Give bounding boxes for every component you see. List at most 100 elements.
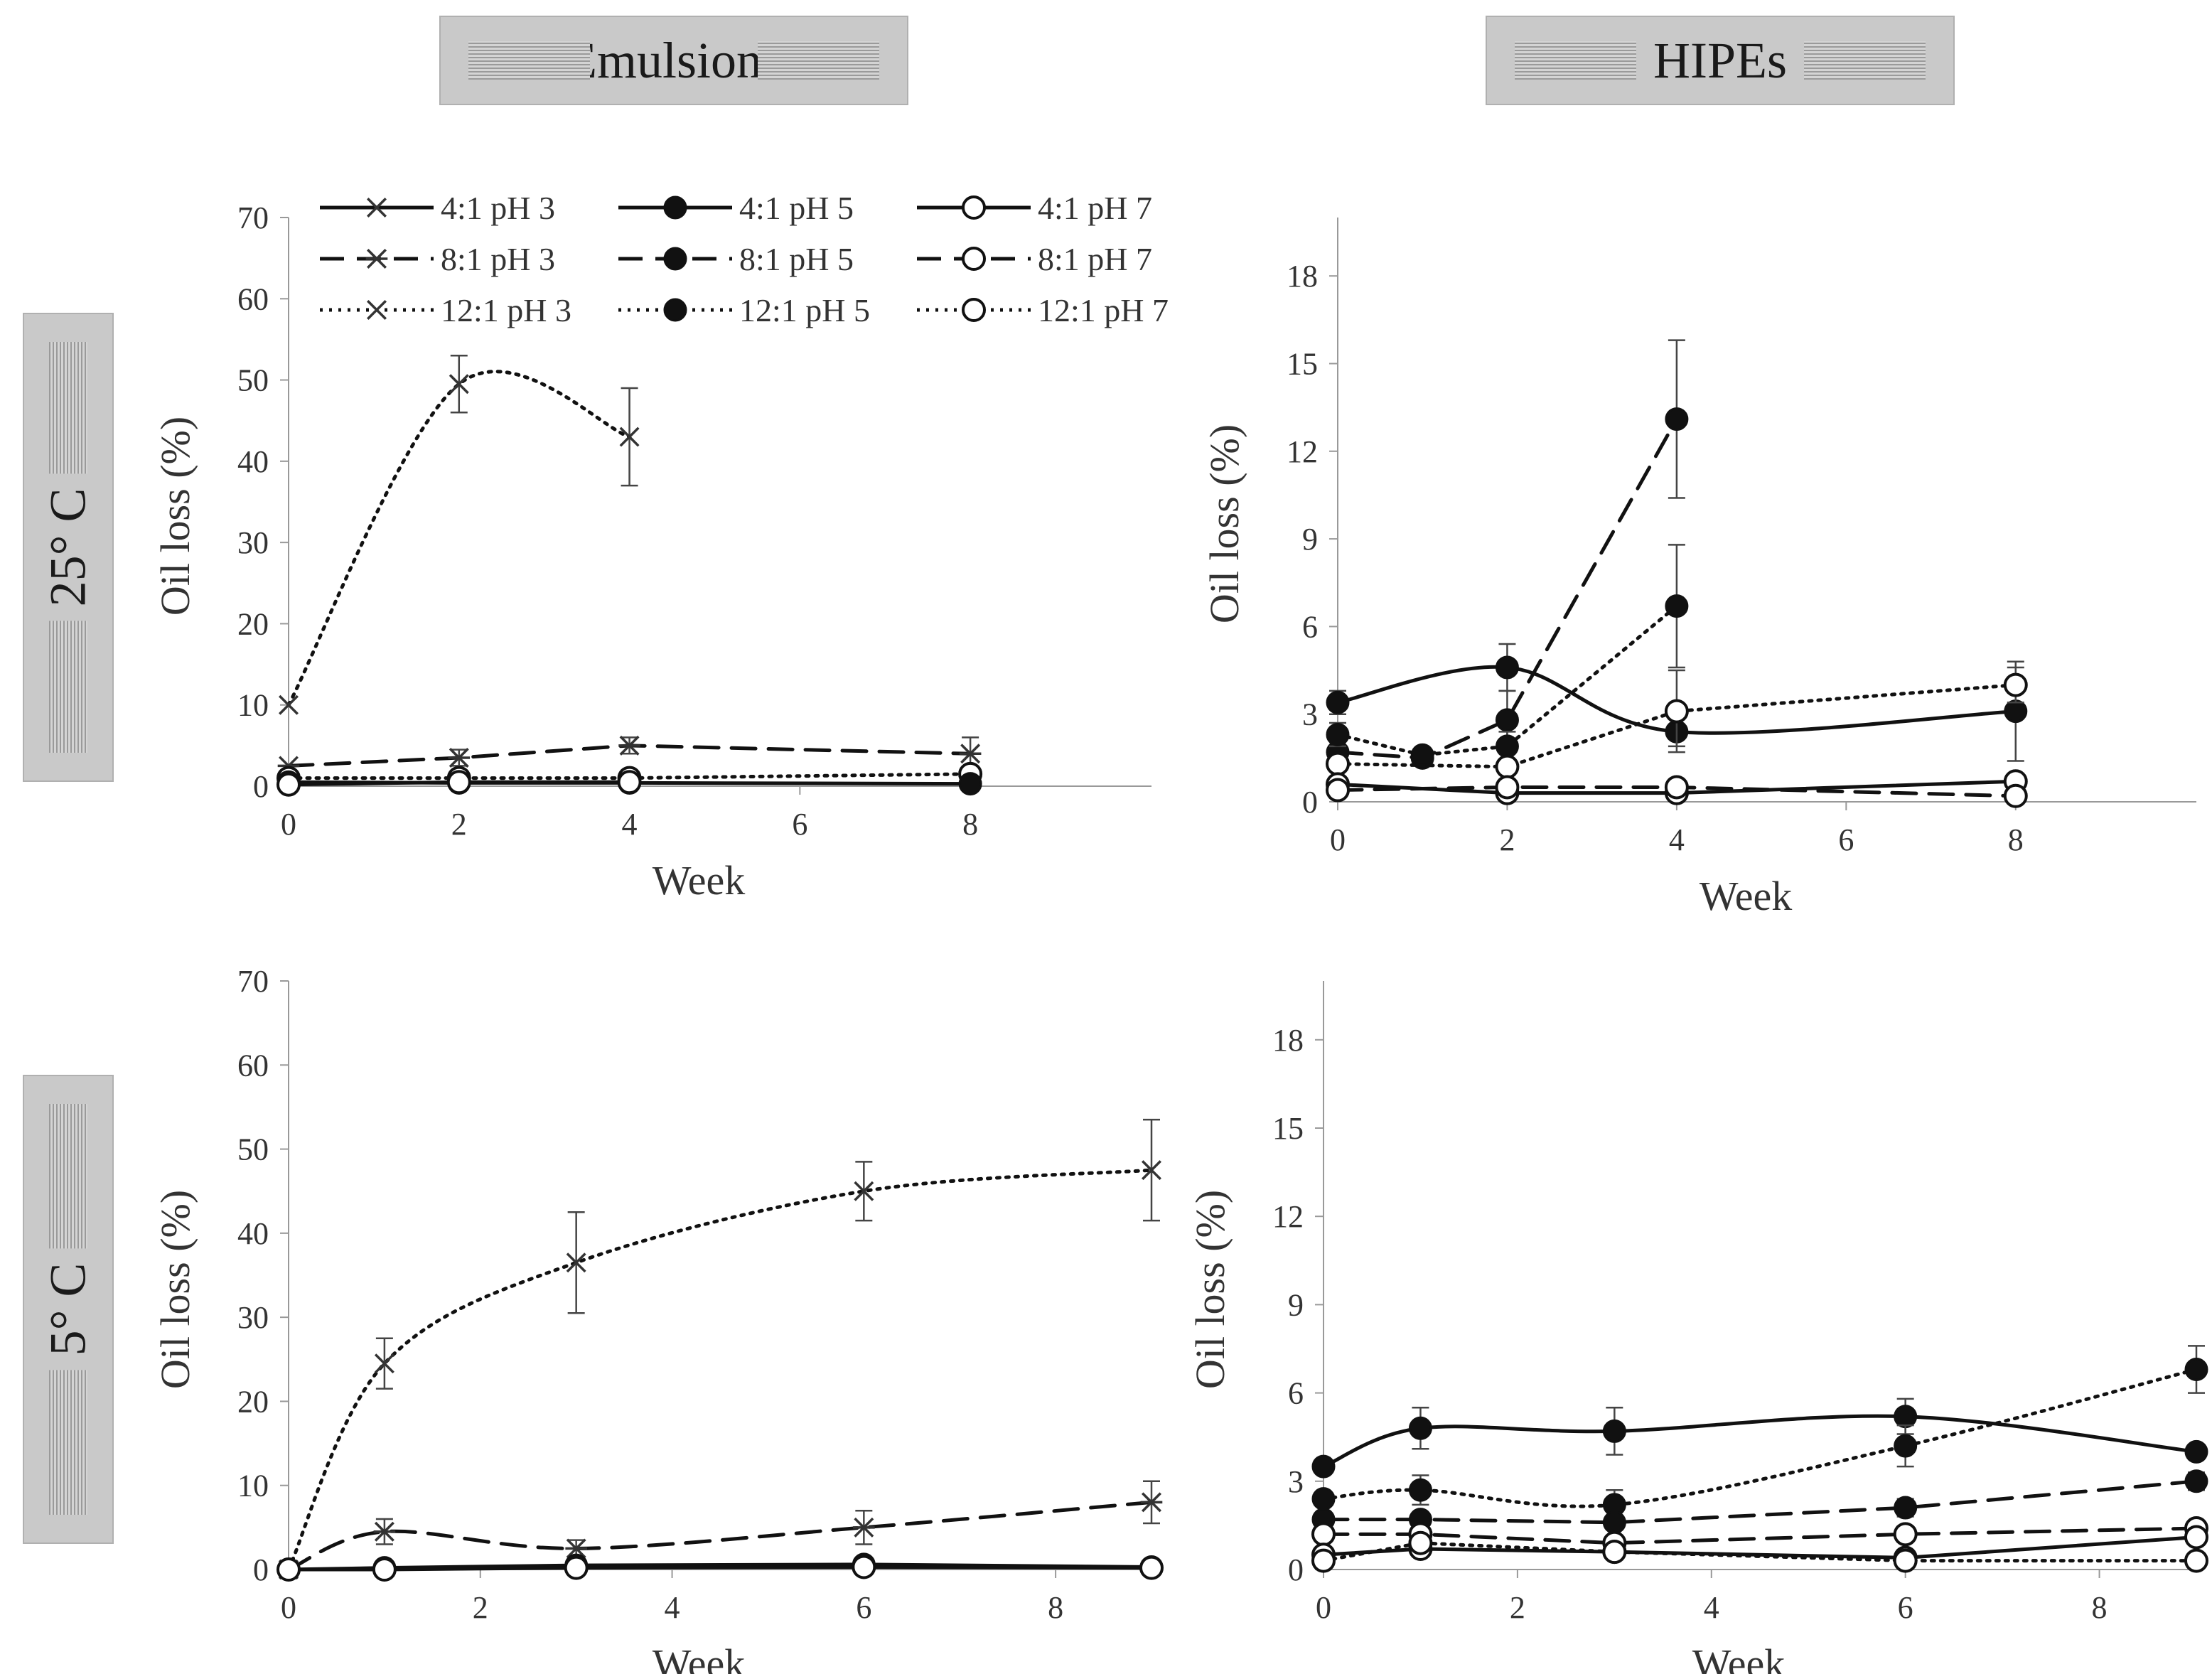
chart-panel-emulsions-5: 0 10 20 30 40 50 60 70 0 2 4 6 8 Week Oil loss (%) (152, 964, 1164, 1674)
series-line (1321, 1414, 2198, 1469)
x-axis-label: Week (1692, 1641, 1786, 1674)
data-point (618, 735, 640, 756)
data-point (1408, 1530, 1433, 1555)
series-line (286, 370, 632, 707)
data-point (1665, 407, 1689, 431)
data-point (1894, 1405, 1918, 1429)
y-tick-label: 6 (1288, 1376, 1304, 1411)
data-point (1893, 1548, 1918, 1573)
data-point (1140, 1492, 1163, 1513)
series-line (1321, 1367, 2198, 1508)
data-point (448, 748, 471, 768)
legend-label: 8:1 pH 3 (441, 241, 555, 277)
series-line (286, 1168, 1154, 1572)
legend-marker (367, 300, 387, 320)
x-tick-label: 6 (1898, 1590, 1913, 1625)
data-point (1326, 751, 1350, 776)
x-tick-label: 2 (473, 1590, 488, 1625)
data-point (1602, 1419, 1626, 1443)
x-tick-label: 6 (1838, 822, 1854, 857)
y-tick-label: 0 (253, 769, 269, 804)
series-line (1321, 1526, 2198, 1545)
legend-label: 4:1 pH 3 (441, 190, 555, 226)
series-line (286, 1500, 1154, 1572)
x-tick-label: 0 (281, 807, 296, 842)
legend-label: 8:1 pH 5 (739, 241, 854, 277)
data-point (2003, 672, 2028, 697)
series-8-1-ph-5 (1326, 339, 1689, 770)
data-point (2184, 1357, 2208, 1381)
data-point (2003, 783, 2028, 808)
legend-marker (365, 249, 388, 269)
series-line (1321, 1541, 2198, 1563)
series-12-1-ph-5 (1311, 1345, 2208, 1520)
x-tick-label: 4 (622, 807, 638, 842)
x-tick-label: 6 (856, 1590, 871, 1625)
series-line (1321, 1479, 2198, 1525)
data-point (1894, 1434, 1918, 1458)
y-tick-label: 40 (237, 1216, 269, 1251)
y-tick-label: 30 (237, 1300, 269, 1335)
data-point (1664, 699, 1689, 724)
chart-panel-emulsions-25: 0 10 20 30 40 50 60 70 0 2 4 6 8 Week Oil loss (%) (152, 200, 1151, 903)
x-tick-label: 2 (1499, 822, 1515, 857)
data-point (1326, 722, 1350, 746)
x-tick-label: 8 (1048, 1590, 1063, 1625)
legend-item: 8:1 pH 5 (618, 241, 854, 277)
y-tick-label: 10 (237, 688, 269, 723)
data-point (276, 1557, 301, 1582)
y-tick-label: 3 (1288, 1464, 1304, 1499)
data-point (958, 772, 982, 796)
x-tick-label: 0 (281, 1590, 296, 1625)
x-tick-label: 8 (2092, 1590, 2108, 1625)
y-tick-label: 0 (1288, 1552, 1304, 1587)
y-tick-label: 0 (253, 1552, 269, 1587)
series-12-1-ph-3 (279, 355, 640, 715)
data-point (1495, 734, 1519, 758)
data-point (373, 1521, 396, 1542)
series-4-1-ph-7 (276, 770, 642, 797)
x-tick-label: 8 (2008, 822, 2024, 857)
legend-marker (962, 298, 986, 322)
legend-item: 12:1 pH 7 (917, 292, 1169, 328)
series-line (286, 772, 972, 780)
y-axis-label: Oil loss (%) (1187, 1190, 1233, 1389)
x-tick-label: 6 (792, 807, 807, 842)
x-tick-label: 0 (1316, 1590, 1331, 1625)
legend-marker (663, 247, 687, 271)
y-tick-label: 70 (237, 964, 269, 999)
data-point (1311, 1454, 1336, 1479)
series-8-1-ph-7 (1326, 775, 2028, 808)
row-header-25c: 25° C (23, 313, 114, 782)
data-point (1495, 655, 1519, 680)
data-point (1665, 594, 1689, 618)
data-point (449, 374, 469, 395)
data-point (1408, 1478, 1432, 1502)
series-12-1-ph-3 (279, 1118, 1161, 1579)
y-tick-label: 0 (1302, 785, 1318, 820)
y-tick-label: 40 (237, 444, 269, 479)
data-point (1311, 1487, 1336, 1511)
x-axis-label: Week (653, 857, 746, 903)
data-point (1326, 778, 1350, 803)
data-point (2184, 1469, 2208, 1493)
row-header-5c: 5° C (23, 1075, 114, 1544)
data-point (1893, 1522, 1918, 1547)
legend-label: 12:1 pH 3 (441, 292, 571, 328)
legend-item: 4:1 pH 3 (320, 190, 555, 226)
chart-panel-hipes-5: 0 3 6 9 12 15 18 0 2 4 6 8 Week Oil loss (%) (1187, 981, 2208, 1674)
legend-label: 4:1 pH 5 (739, 190, 854, 226)
legend-item: 4:1 pH 7 (917, 190, 1152, 226)
y-tick-label: 50 (237, 363, 269, 398)
data-point (959, 744, 982, 764)
y-tick-label: 10 (237, 1469, 269, 1503)
y-tick-label: 50 (237, 1132, 269, 1167)
chart-panel-hipes-25: 0 3 6 9 12 15 18 0 2 4 6 8 Week Oil loss (%) (1201, 218, 2196, 919)
legend-label: 12:1 pH 7 (1038, 292, 1169, 328)
y-tick-label: 60 (237, 1048, 269, 1083)
y-axis-label: Oil loss (%) (152, 417, 198, 616)
data-point (2004, 699, 2028, 724)
data-point (374, 1353, 394, 1374)
y-tick-label: 70 (237, 200, 269, 235)
column-header-hipes-label: HIPEs (1631, 31, 1808, 90)
